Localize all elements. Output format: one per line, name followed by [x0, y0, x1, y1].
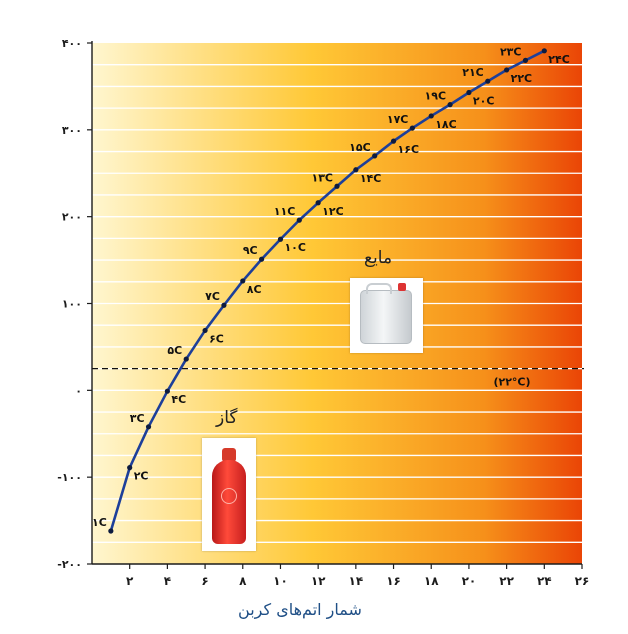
x-tick-label: ۱۸	[424, 574, 439, 588]
data-point	[221, 302, 227, 308]
data-point	[315, 200, 321, 206]
data-point-label: ۱۵C	[349, 141, 371, 154]
reference-line-label: (۲۲°C)	[493, 376, 530, 389]
canister-icon	[360, 290, 412, 344]
data-point-label: ۲۱C	[462, 66, 484, 79]
gas-label: گاز	[216, 408, 238, 428]
x-tick-label: ۱۴	[349, 574, 364, 588]
data-point	[372, 153, 378, 159]
data-point	[164, 388, 170, 394]
x-tick-label: ۱۶	[386, 574, 401, 588]
reference-line-group: (۲۲°C)	[92, 367, 584, 389]
x-tick-label: ۲۶	[575, 574, 590, 588]
data-point-label: ۱۷C	[387, 113, 409, 126]
data-point	[522, 57, 529, 63]
data-point-label: ۱۱C	[274, 205, 296, 218]
liquid-container-image	[350, 278, 423, 353]
data-point-label: ۷C	[205, 290, 220, 303]
x-tick-label: ۱۰	[273, 574, 288, 588]
data-point	[447, 102, 453, 108]
data-point-label: ۲C	[134, 470, 149, 483]
y-tick-label: ۲۰۰	[62, 211, 82, 224]
gas-cylinder-image	[202, 438, 256, 551]
cylinder-logo-icon	[221, 488, 237, 504]
y-tick-label: -۱۰۰	[57, 471, 82, 484]
data-series: ۱C ۲C ۳C ۴C ۵C ۶C ۷C ۸C ۹C ۱۰C ۱۱C ۱۲C ۱۳C ۱۴C ۱۵C ۱۶C ۱…	[92, 45, 570, 534]
cylinder-valve-icon	[222, 448, 236, 462]
data-point-label: ۱۹C	[425, 90, 447, 103]
y-axis-title	[2, 230, 16, 310]
data-point	[428, 113, 434, 119]
y-tick-label: ۳۰۰	[62, 124, 82, 137]
data-point-label: ۲۰C	[473, 94, 495, 107]
data-point-label: ۹C	[243, 244, 258, 257]
data-point	[259, 256, 265, 262]
x-axis-title: شمار اتم‌های کربن	[238, 600, 362, 619]
canister-handle-icon	[366, 283, 392, 294]
data-point-label: ۲۳C	[500, 45, 522, 58]
x-tick-label: ۴	[164, 574, 171, 588]
data-point-label: ۱۲C	[322, 205, 344, 218]
x-tick-label: ۲۲	[499, 574, 514, 588]
liquid-label: مایع	[364, 248, 393, 268]
data-point	[466, 89, 472, 96]
y-tick-label: ۱۰۰	[62, 298, 82, 311]
data-point	[277, 236, 284, 242]
data-point-label: ۱۸C	[435, 118, 457, 131]
data-point	[409, 125, 415, 131]
data-point	[127, 465, 133, 471]
data-point-label: ۵C	[167, 344, 182, 357]
data-point	[504, 67, 510, 73]
data-point-label: ۴C	[171, 393, 186, 406]
x-tick-label: ۶	[201, 574, 208, 588]
data-point	[296, 217, 302, 223]
y-tick-label: ۰	[75, 384, 82, 397]
x-tick-label: ۲۴	[537, 574, 552, 588]
x-tick-label: ۲۰	[462, 574, 477, 588]
boiling-point-curve	[109, 49, 546, 533]
data-point-label: ۸C	[247, 283, 262, 296]
data-point	[390, 138, 397, 144]
x-tick-label: ۲	[126, 574, 134, 588]
y-tick-label: -۲۰۰	[57, 558, 82, 571]
data-point	[145, 424, 152, 430]
data-point	[240, 278, 246, 284]
data-point	[485, 78, 491, 84]
data-point-label: ۱C	[92, 516, 107, 529]
data-point	[183, 356, 189, 362]
data-point-label: ۶C	[209, 332, 224, 345]
data-point-label: ۱۰C	[284, 241, 306, 254]
x-tick-label: ۸	[239, 574, 247, 588]
data-point	[108, 528, 114, 534]
data-point-label: ۱۳C	[311, 171, 333, 184]
canister-cap-icon	[398, 283, 406, 291]
data-point-label: ۱۴C	[360, 172, 382, 185]
data-point-label: ۱۶C	[398, 143, 420, 156]
data-point	[353, 167, 359, 173]
data-point-label: ۳C	[130, 412, 145, 425]
data-point-label: ۲۲C	[511, 72, 533, 85]
x-tick-label: ۱۲	[311, 574, 326, 588]
data-point	[541, 48, 547, 54]
data-point-label: ۲۴C	[548, 53, 570, 66]
y-tick-label: ۴۰۰	[62, 37, 82, 50]
data-point	[202, 327, 208, 334]
data-point	[334, 183, 340, 189]
